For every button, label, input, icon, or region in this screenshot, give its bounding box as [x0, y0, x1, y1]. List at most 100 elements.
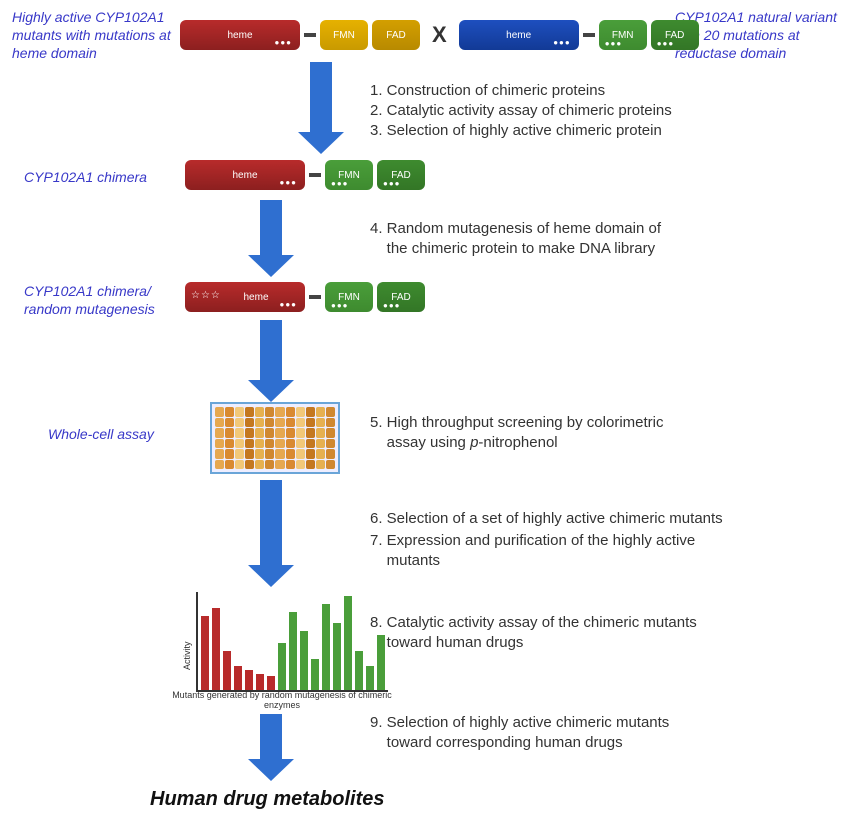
plate-well — [316, 418, 325, 428]
protein-row-parents: heme ●●● FMN FAD X heme ●●● FMN ●●● FAD … — [180, 20, 699, 50]
mutation-dots-icon: ●●● — [383, 179, 401, 188]
chart-bar — [234, 666, 242, 690]
label-top-left: Highly active CYP102A1 mutants with muta… — [12, 8, 172, 63]
plate-well — [235, 449, 244, 459]
heme-domain-blue: heme ●●● — [459, 20, 579, 50]
fad-domain-green: FAD ●●● — [377, 160, 425, 190]
mutation-dots-icon: ●●● — [280, 178, 298, 187]
step-9b: toward corresponding human drugs — [370, 732, 623, 753]
plate-well — [235, 428, 244, 438]
chart-bar — [256, 674, 264, 690]
step-7b: mutants — [370, 550, 440, 571]
heme-label: heme — [243, 292, 268, 303]
plate-well — [296, 449, 305, 459]
chart-bar — [278, 643, 286, 690]
step-5b: assay using p-nitrophenol — [370, 432, 558, 453]
fad-domain-green: FAD ●●● — [377, 282, 425, 312]
plate-well — [296, 407, 305, 417]
arrow-body — [260, 714, 282, 759]
plate-well — [326, 449, 335, 459]
protein-row-chimera-random: ☆☆☆ heme ●●● FMN ●●● FAD ●●● — [185, 282, 425, 312]
plate-well — [275, 418, 284, 428]
plate-well — [245, 439, 254, 449]
plate-well — [215, 449, 224, 459]
chart-bar — [355, 651, 363, 690]
plate-well — [316, 428, 325, 438]
plate-well — [255, 407, 264, 417]
plate-well — [225, 407, 234, 417]
mutation-dots-icon: ●●● — [605, 39, 623, 48]
chart-bar — [344, 596, 352, 690]
mutation-dots-icon: ●●● — [331, 179, 349, 188]
plate-well — [286, 439, 295, 449]
step-7a: 7. Expression and purification of the hi… — [370, 530, 695, 551]
plate-well — [286, 407, 295, 417]
fmn-domain-green: FMN ●●● — [325, 160, 373, 190]
heme-label: heme — [227, 30, 252, 41]
plate-well — [215, 407, 224, 417]
final-output-label: Human drug metabolites — [150, 788, 384, 811]
plate-well — [296, 439, 305, 449]
label-chimera-random: CYP102A1 chimera/ random mutagenesis — [24, 282, 184, 318]
chart-bar — [223, 651, 231, 690]
plate-well — [316, 439, 325, 449]
chart-bar — [311, 659, 319, 690]
step-5a: 5. High throughput screening by colorime… — [370, 412, 663, 433]
plate-well — [255, 449, 264, 459]
fmn-domain-yellow: FMN — [320, 20, 368, 50]
fad-domain-green: FAD ●●● — [651, 20, 699, 50]
arrow-head-icon — [248, 759, 294, 781]
mutation-dots-icon: ●●● — [553, 38, 571, 47]
plate-well — [245, 449, 254, 459]
linker-icon — [304, 33, 316, 37]
plate-well — [225, 439, 234, 449]
plate-well — [225, 449, 234, 459]
heme-label: heme — [506, 30, 531, 41]
plate-well — [286, 428, 295, 438]
linker-icon — [309, 173, 321, 177]
linker-icon — [309, 295, 321, 299]
fad-domain-yellow: FAD — [372, 20, 420, 50]
plate-well — [275, 428, 284, 438]
step-2: 2. Catalytic activity assay of chimeric … — [370, 100, 672, 121]
step-4a: 4. Random mutagenesis of heme domain of — [370, 218, 661, 239]
plate-well — [306, 428, 315, 438]
mutation-dots-icon: ●●● — [331, 301, 349, 310]
plate-well — [235, 418, 244, 428]
heme-domain-red: heme ●●● — [180, 20, 300, 50]
plate-well — [316, 460, 325, 470]
linker-icon — [583, 33, 595, 37]
plate-well — [245, 418, 254, 428]
plate-well — [306, 407, 315, 417]
arrow-body — [260, 200, 282, 255]
plate-well — [275, 449, 284, 459]
plate-well — [265, 449, 274, 459]
plate-well — [245, 407, 254, 417]
plate-well — [265, 428, 274, 438]
microplate-icon — [210, 402, 340, 474]
heme-domain-red-random: ☆☆☆ heme ●●● — [185, 282, 305, 312]
step-8b: toward human drugs — [370, 632, 523, 653]
plate-well — [225, 460, 234, 470]
chart-bar — [322, 604, 330, 690]
chart-bars — [196, 592, 388, 692]
chart-bar — [267, 676, 275, 690]
chart-bar — [366, 666, 374, 690]
chart-bar — [212, 608, 220, 690]
label-whole-cell: Whole-cell assay — [48, 425, 154, 443]
step-4b: the chimeric protein to make DNA library — [370, 238, 655, 259]
arrow-head-icon — [248, 255, 294, 277]
label-chimera: CYP102A1 chimera — [24, 168, 147, 186]
random-mutation-stars-icon: ☆☆☆ — [191, 290, 221, 301]
label-top-right: CYP102A1 natural variant with 20 mutatio… — [675, 8, 855, 63]
plate-well — [245, 428, 254, 438]
plate-well — [275, 460, 284, 470]
plate-well — [255, 428, 264, 438]
step-1: 1. Construction of chimeric proteins — [370, 80, 605, 101]
chart-bar — [201, 616, 209, 690]
plate-well — [215, 439, 224, 449]
arrow-body — [260, 480, 282, 565]
chart-bar — [300, 631, 308, 690]
plate-well — [296, 428, 305, 438]
plate-well — [326, 439, 335, 449]
